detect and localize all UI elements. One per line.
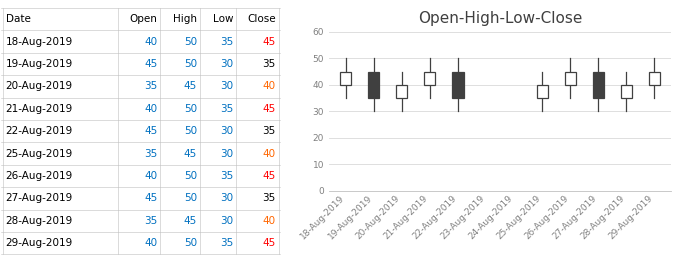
Bar (593, 72, 604, 98)
Text: 21-Aug-2019: 21-Aug-2019 (5, 104, 73, 114)
Text: 35: 35 (220, 171, 233, 181)
Text: 50: 50 (184, 193, 197, 204)
Text: 30: 30 (220, 126, 233, 136)
Text: 45: 45 (184, 216, 197, 226)
Text: 45: 45 (144, 126, 157, 136)
Text: 45: 45 (144, 193, 157, 204)
Bar (424, 72, 435, 85)
Text: 35: 35 (220, 238, 233, 248)
Text: 35: 35 (220, 104, 233, 114)
Text: 45: 45 (262, 37, 276, 47)
Bar (565, 72, 576, 85)
Text: 35: 35 (144, 216, 157, 226)
Bar (340, 72, 351, 85)
Text: 35: 35 (144, 149, 157, 158)
Text: 35: 35 (144, 81, 157, 91)
Text: 40: 40 (262, 216, 276, 226)
Bar (396, 85, 407, 98)
Text: 45: 45 (262, 104, 276, 114)
Bar (649, 72, 660, 85)
Bar (620, 85, 632, 98)
Text: Close: Close (247, 14, 276, 24)
Text: 25-Aug-2019: 25-Aug-2019 (5, 149, 73, 158)
Text: 30: 30 (220, 149, 233, 158)
Text: 35: 35 (262, 59, 276, 69)
Text: Date: Date (5, 14, 31, 24)
Title: Open-High-Low-Close: Open-High-Low-Close (418, 11, 582, 26)
Text: 18-Aug-2019: 18-Aug-2019 (5, 37, 73, 47)
Text: 45: 45 (262, 238, 276, 248)
Text: 20-Aug-2019: 20-Aug-2019 (5, 81, 73, 91)
Text: 50: 50 (184, 37, 197, 47)
Text: 40: 40 (144, 238, 157, 248)
Text: 30: 30 (220, 216, 233, 226)
Text: 50: 50 (184, 126, 197, 136)
Text: 29-Aug-2019: 29-Aug-2019 (5, 238, 73, 248)
Text: 50: 50 (184, 238, 197, 248)
Bar (368, 72, 380, 98)
Text: 35: 35 (262, 126, 276, 136)
Bar (536, 85, 548, 98)
Text: Open: Open (129, 14, 157, 24)
Text: 26-Aug-2019: 26-Aug-2019 (5, 171, 73, 181)
Bar (452, 72, 464, 98)
Text: 50: 50 (184, 171, 197, 181)
Text: 28-Aug-2019: 28-Aug-2019 (5, 216, 73, 226)
Text: 19-Aug-2019: 19-Aug-2019 (5, 59, 73, 69)
Text: 30: 30 (220, 81, 233, 91)
Text: High: High (173, 14, 197, 24)
Text: Low: Low (213, 14, 233, 24)
Text: 45: 45 (262, 171, 276, 181)
Text: 45: 45 (184, 149, 197, 158)
Text: 22-Aug-2019: 22-Aug-2019 (5, 126, 73, 136)
Text: 35: 35 (220, 37, 233, 47)
Text: 50: 50 (184, 104, 197, 114)
Text: 40: 40 (144, 104, 157, 114)
Text: 40: 40 (262, 81, 276, 91)
Text: 50: 50 (184, 59, 197, 69)
Text: 30: 30 (220, 59, 233, 69)
Text: 35: 35 (262, 193, 276, 204)
Text: 30: 30 (220, 193, 233, 204)
Text: 27-Aug-2019: 27-Aug-2019 (5, 193, 73, 204)
Text: 40: 40 (262, 149, 276, 158)
Text: 45: 45 (184, 81, 197, 91)
Text: 45: 45 (144, 59, 157, 69)
Text: 40: 40 (144, 171, 157, 181)
Text: 40: 40 (144, 37, 157, 47)
